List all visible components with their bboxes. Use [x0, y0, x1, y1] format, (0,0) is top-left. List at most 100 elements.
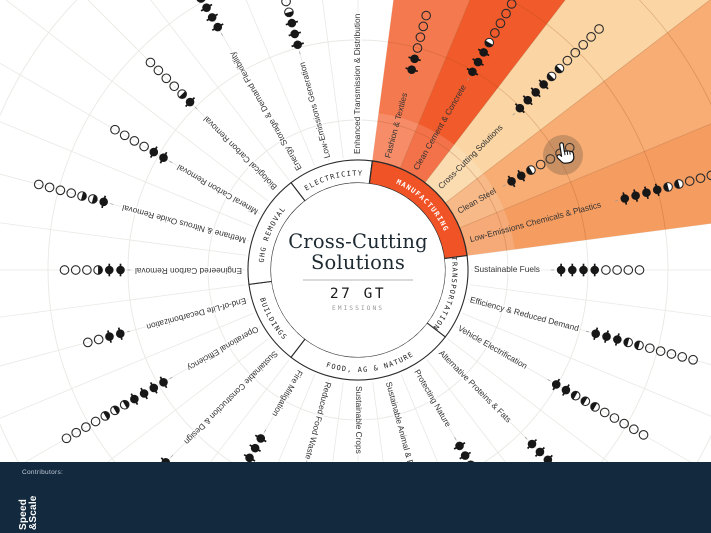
stage-dot-empty [594, 24, 604, 34]
stage-dot-filled [620, 194, 630, 203]
spoke-label: Engineered Carbon Removal [135, 266, 242, 276]
stage-dot-filled [105, 265, 114, 275]
stage-dot-empty [562, 55, 573, 66]
svg-text:27 GT: 27 GT [330, 286, 386, 302]
stage-dot-empty [586, 32, 596, 42]
stage-dot-filled [515, 103, 525, 113]
stage-dot-filled [130, 394, 139, 404]
stage-dot-filled [613, 335, 622, 344]
stage-dot-empty [59, 265, 70, 275]
stage-dot-filled [159, 153, 168, 162]
stage-dot-empty [139, 141, 149, 152]
stage-dot-filled [287, 18, 297, 28]
stage-dot-filled [159, 378, 168, 387]
stage-dot-filled [652, 185, 662, 195]
wedge-low-emissions-chemicals-plastics[interactable] [458, 17, 711, 256]
stage-dot-empty [506, 0, 517, 9]
stage-dot-empty [70, 265, 81, 275]
stage-dot-empty [634, 265, 645, 275]
stage-dot-empty [55, 185, 66, 196]
stage-dot-filled [293, 40, 302, 50]
stage-dot-filled [468, 67, 477, 77]
svg-text:EMISSIONS: EMISSIONS [332, 305, 384, 312]
stage-dot-filled [602, 332, 611, 341]
spoke-enhanced-transmission-distribution[interactable]: Enhanced Transmission & Distribution [351, 0, 365, 155]
stage-dot-empty [599, 407, 610, 418]
svg-text:Solutions: Solutions [311, 251, 405, 274]
stage-dot-empty [33, 179, 44, 190]
stage-dot-empty [145, 57, 156, 68]
stage-dot-empty [82, 265, 92, 275]
stage-dot-empty [93, 334, 104, 345]
stage-dot-empty [82, 337, 93, 348]
stage-dot-empty [609, 413, 620, 423]
stage-dot-filled [551, 380, 561, 389]
stage-dot-filled [568, 265, 577, 275]
stage-dot-filled [207, 13, 217, 22]
spoke-engineered-carbon-removal[interactable]: Engineered Carbon Removal [59, 263, 243, 277]
stage-dot-filled [535, 447, 545, 457]
stage-dot-filled [642, 188, 651, 198]
stage-dot-filled [116, 265, 125, 275]
highlighted-sector-wedges [372, 0, 711, 256]
stage-dot-empty [706, 170, 711, 181]
wedge-clean-cement-concrete[interactable] [399, 0, 711, 184]
stage-dot-filled [245, 453, 254, 463]
spoke-sustainable-fuels[interactable]: Sustainable Fuels [473, 263, 645, 277]
stage-dot-empty [412, 43, 423, 53]
stage-dot-empty [169, 81, 180, 92]
stage-dot-empty [545, 154, 556, 164]
stage-dot-filled [105, 332, 114, 341]
stage-dot-filled [507, 177, 516, 186]
stage-dot-empty [421, 10, 432, 21]
stage-dot-empty [666, 349, 677, 359]
stage-dot-empty [418, 21, 429, 32]
stage-dot-empty [281, 0, 291, 7]
stage-dot-filled [410, 54, 419, 64]
stage-dot-empty [153, 65, 164, 76]
stage-dot-empty [644, 343, 655, 354]
stage-dot-empty [655, 346, 666, 356]
stage-dot-filled [561, 385, 571, 395]
stage-dot-empty [71, 427, 82, 438]
stage-dot-empty [623, 265, 634, 275]
stage-dot-empty [501, 8, 511, 19]
stage-dot-empty [628, 424, 639, 435]
stage-dot-filled [250, 443, 260, 453]
stage-dot-empty [695, 173, 706, 184]
stage-dot-filled [202, 3, 211, 12]
stage-dot-filled [149, 147, 159, 157]
stage-dot-empty [570, 47, 581, 58]
stage-dot-empty [61, 433, 72, 444]
stage-dot-filled [256, 434, 266, 443]
wedge-fashion-textiles[interactable] [372, 0, 610, 170]
stage-dot-empty [612, 265, 622, 275]
stage-dot-empty [688, 354, 698, 365]
wedge-cross-cutting-solutions[interactable] [424, 0, 711, 204]
stage-dot-empty [535, 159, 546, 170]
stage-dot-empty [44, 182, 55, 193]
stage-dot-empty [66, 188, 77, 199]
stage-dot-filled [185, 97, 195, 107]
stage-dot-empty [601, 265, 611, 275]
stage-dot-empty [638, 430, 649, 440]
wedge-clean-steel[interactable] [444, 0, 711, 229]
stage-dot-filled [479, 48, 488, 57]
stage-dot-filled [455, 441, 464, 451]
stage-dot-empty [495, 18, 506, 29]
stage-dot-filled [99, 197, 108, 207]
stage-dot-filled [527, 439, 537, 449]
stage-dot-filled [115, 329, 125, 339]
stage-dot-filled [556, 265, 566, 275]
contributors-label: Contributors: [22, 469, 64, 476]
svg-text:Cross-Cutting: Cross-Cutting [288, 230, 428, 253]
stage-dot-empty [90, 416, 101, 427]
stage-dot-empty [161, 73, 172, 84]
stage-dot-filled [523, 95, 533, 105]
stage-dot-filled [631, 191, 640, 200]
stage-dot-filled [290, 29, 300, 39]
